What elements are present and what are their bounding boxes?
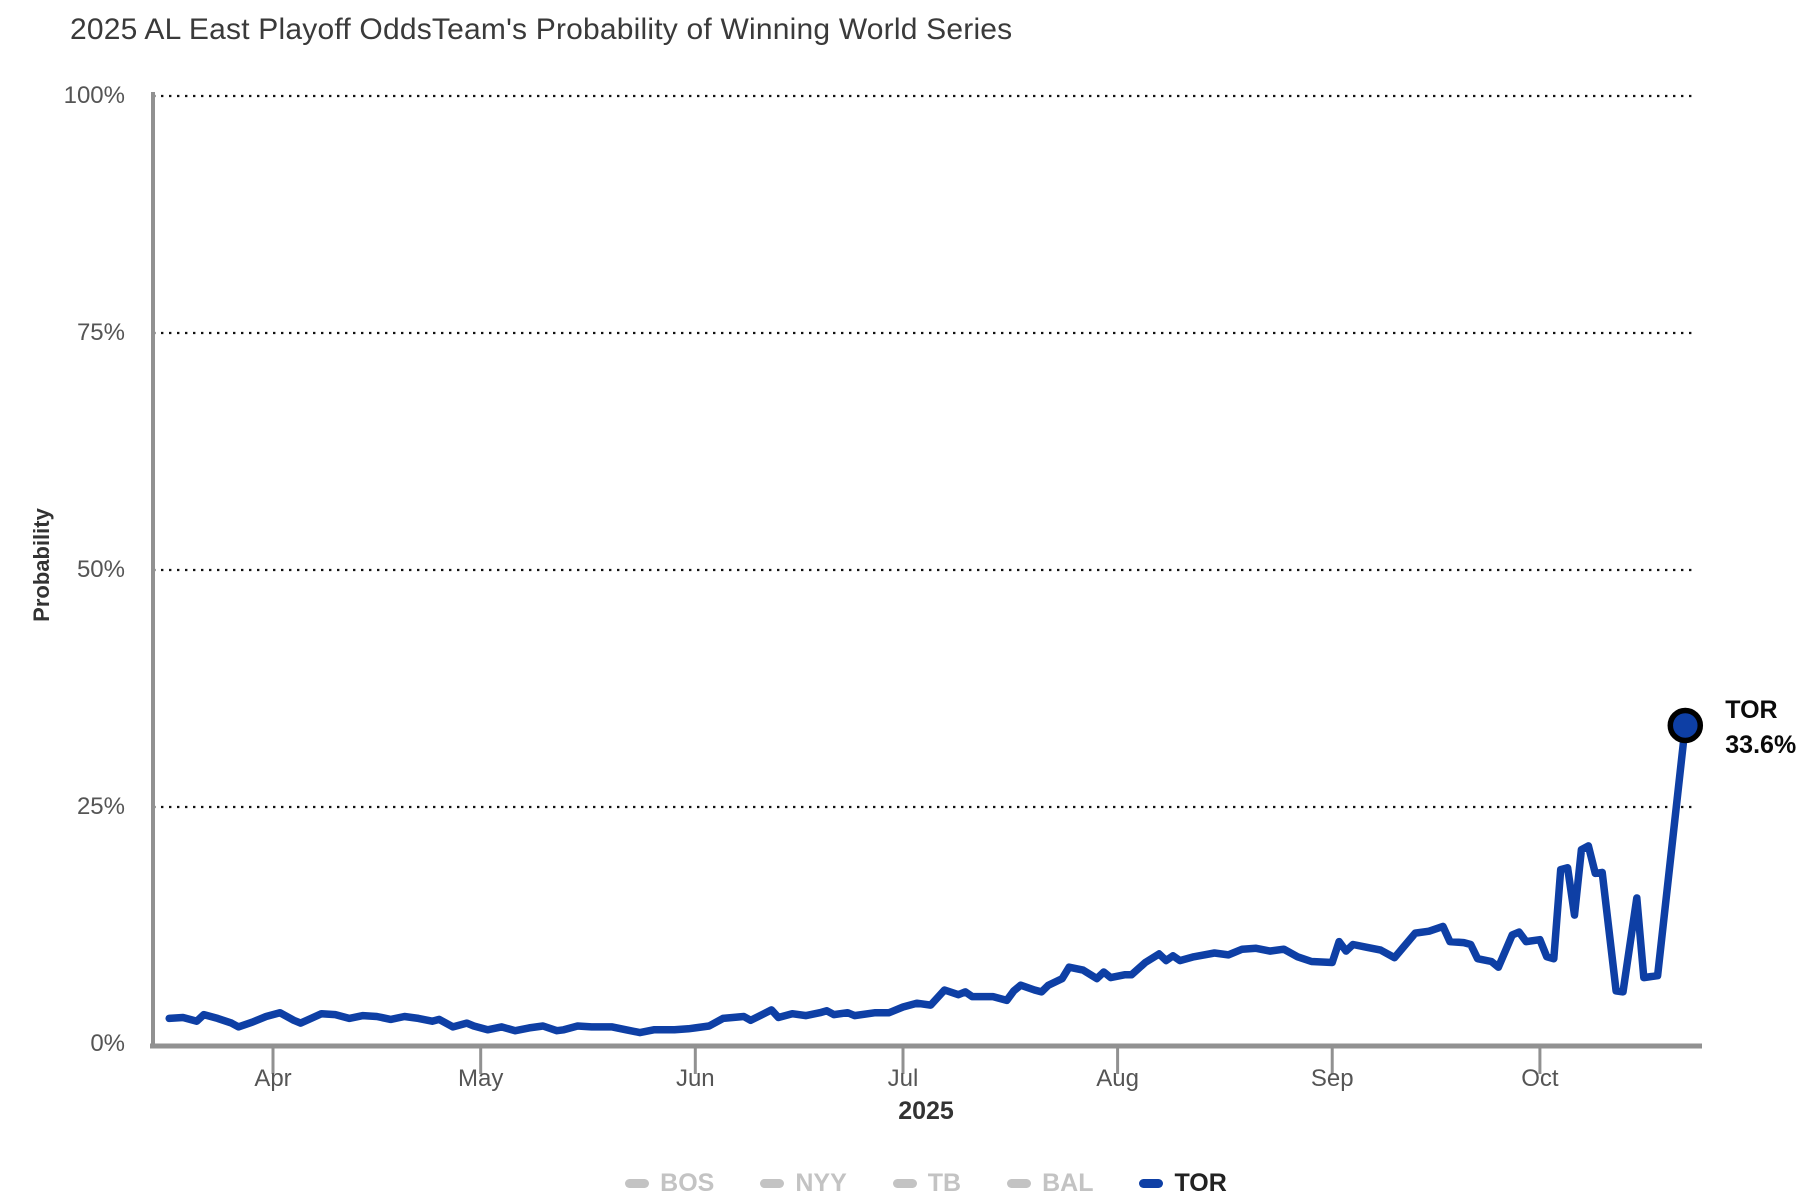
legend-swatch-bos [625, 1178, 650, 1188]
legend-item-tor[interactable]: TOR [1139, 1168, 1227, 1198]
legend-swatch-tb [892, 1178, 917, 1188]
annotation-team: TOR [1725, 696, 1778, 725]
legend-swatch-nyy [760, 1178, 785, 1188]
legend: BOS NYY TB BAL TOR [155, 1166, 1697, 1200]
y-tick-label-0: 0% [90, 1030, 125, 1057]
y-tick-label-25: 25% [76, 793, 125, 820]
x-axis-year-label: 2025 [898, 1097, 954, 1125]
chart-title: 2025 AL East Playoff OddsTeam's Probabil… [70, 13, 1012, 47]
legend-label-nyy: NYY [795, 1168, 847, 1197]
month-label-may: May [458, 1065, 504, 1092]
legend-label-bal: BAL [1042, 1168, 1094, 1197]
y-tick-label-75: 75% [76, 319, 125, 346]
chart-title-main: 2025 AL East Playoff Odds [70, 13, 432, 46]
month-label-aug: Aug [1096, 1065, 1139, 1092]
y-tick-label-50: 50% [76, 556, 125, 583]
tor-odds-line [165, 721, 1690, 1037]
legend-item-nyy[interactable]: NYY [760, 1168, 847, 1198]
y-tick-label-100: 100% [63, 82, 125, 109]
legend-swatch-tor [1139, 1178, 1164, 1188]
annotation-value: 33.6% [1725, 731, 1797, 760]
legend-label-tb: TB [927, 1168, 962, 1197]
month-label-sep: Sep [1310, 1065, 1354, 1092]
series-end-annotation: TOR 33.6% [1725, 693, 1796, 763]
legend-item-bos[interactable]: BOS [625, 1169, 714, 1198]
legend-swatch-bal [1007, 1178, 1032, 1188]
legend-label-bos: BOS [660, 1168, 715, 1197]
month-label-oct: Oct [1521, 1065, 1559, 1092]
legend-label-tor: TOR [1174, 1168, 1227, 1197]
legend-item-tb[interactable]: TB [892, 1168, 962, 1198]
month-label-apr: Apr [254, 1065, 292, 1092]
legend-item-bal[interactable]: BAL [1007, 1169, 1093, 1198]
month-label-jul: Jul [887, 1065, 919, 1092]
tor-endpoint-marker [1667, 707, 1704, 744]
month-label-jun: Jun [675, 1065, 715, 1092]
chart-subtitle: Team's Probability of Winning World Seri… [431, 13, 1013, 46]
